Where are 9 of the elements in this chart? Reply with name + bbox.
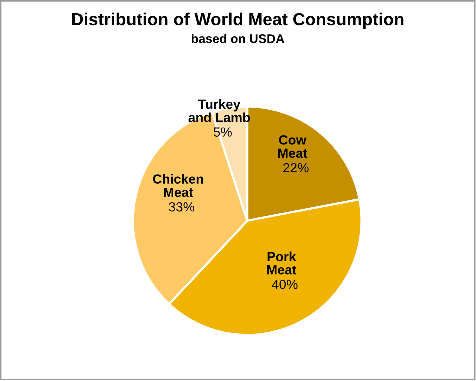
- data-label: 5%: [214, 128, 232, 137]
- slice-label: Chicken Meat: [153, 174, 204, 198]
- chart-subtitle: based on USDA: [192, 34, 285, 44]
- slice-label: Pork Meat: [267, 252, 297, 275]
- data-label: 40%: [272, 280, 298, 290]
- data-label: 33%: [169, 202, 195, 212]
- chart-title: Distribution of World Meat Consumption: [72, 12, 404, 30]
- data-label: 22%: [284, 163, 309, 173]
- slice-label: Cow Meat: [278, 135, 308, 158]
